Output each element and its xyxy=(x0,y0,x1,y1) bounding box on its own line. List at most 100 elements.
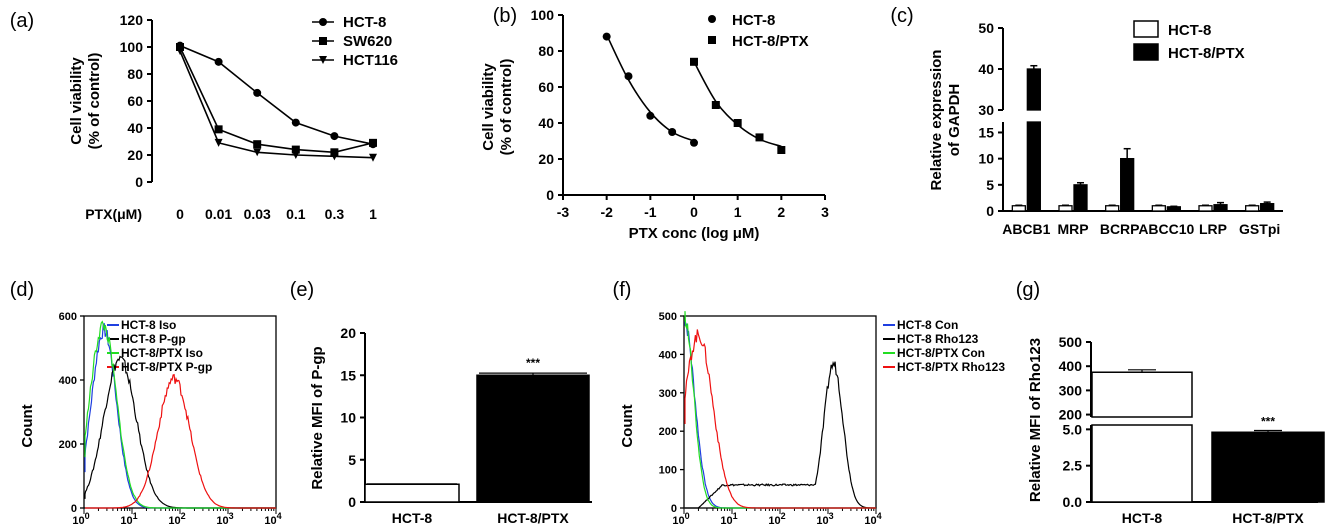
data-point-a xyxy=(253,140,262,149)
y-axis-label-b-line: (% of control) xyxy=(498,59,515,156)
legend-label-b: HCT-8/PTX xyxy=(732,33,809,50)
data-point-a xyxy=(291,145,300,154)
data-point-b xyxy=(711,101,720,109)
series-line-a xyxy=(179,46,374,154)
y-tick-label-f: 400 xyxy=(659,349,677,361)
chart-c: (c) 0 5 10 15 30 40 50 Relative expressionof GAP… xyxy=(890,5,1283,237)
x-tick-label-f: 102 xyxy=(768,511,785,527)
histogram-curve-d xyxy=(84,373,276,509)
data-point-b xyxy=(668,128,677,136)
x-tick-label-c: LRP xyxy=(1199,221,1227,237)
chart-a: (a) 0 20 40 60 80 100 120 PTX(μM) 0 0.01 0.03 0.1 0.3… xyxy=(10,10,398,222)
y-tick-label-a: 40 xyxy=(127,120,143,136)
panel-label-b: (b) xyxy=(493,5,517,27)
x-tick-exponent-d: 1 xyxy=(133,511,138,521)
legend-label-b: HCT-8 xyxy=(732,12,775,29)
chart-b: (b) 0 20 40 60 80 100 -3 -2 -1 0 1 2 3 PTX conc (log μ… xyxy=(480,5,829,242)
x-tick-label-b: -1 xyxy=(644,204,657,220)
x-tick-label-b: 3 xyxy=(821,204,829,220)
significance-label-g: *** xyxy=(1261,415,1275,429)
y-axis-label-c: Relative expressionof GAPDH xyxy=(928,50,963,191)
y-axis-label-e: Relative MFI of P-gp xyxy=(309,346,326,489)
y-axis-label-a: Cell viability(% of control) xyxy=(68,53,103,150)
data-point-a xyxy=(214,138,223,147)
legend-label-d: HCT-8/PTX Iso xyxy=(121,346,203,360)
histogram-curve-d xyxy=(84,355,276,509)
data-point-a xyxy=(214,125,223,134)
x-tick-label-g: HCT-8 xyxy=(1122,510,1163,526)
bar-e xyxy=(476,374,590,503)
x-tick-label-d: 104 xyxy=(264,511,281,527)
plot-frame-f xyxy=(683,315,877,509)
y-tick-label-a: 120 xyxy=(120,12,144,28)
legend-marker-b xyxy=(708,36,716,44)
bar-c xyxy=(1245,205,1260,212)
y-tick-label-f: 500 xyxy=(659,311,677,323)
y-tick-label-a: 80 xyxy=(127,66,143,82)
x-tick-label-e: HCT-8 xyxy=(392,510,433,526)
y-axis-label-b-line: Cell viability xyxy=(480,63,497,151)
bar-c xyxy=(1058,205,1073,212)
x-axis-label-b: PTX conc (log μM) xyxy=(629,225,760,242)
chart-e: (e) 0 5 10 15 20 Relative MFI of P-gp HCT-8 HCT-… xyxy=(290,279,592,526)
y-tick-label-a: 0 xyxy=(135,174,143,190)
legend-label-d: HCT-8 P-gp xyxy=(121,332,186,346)
data-point-b xyxy=(733,119,742,127)
legend-marker-a xyxy=(319,56,327,64)
y-tick-label-c: 50 xyxy=(978,20,994,36)
legend-label-d: HCT-8 Iso xyxy=(121,318,176,332)
y-tick-label-c: 40 xyxy=(978,61,994,77)
legend-marker-a xyxy=(319,37,327,45)
y-tick-label-c: 5 xyxy=(986,177,994,193)
y-tick-label-e: 15 xyxy=(340,367,356,383)
x-tick-exponent-d: 4 xyxy=(277,511,282,521)
y-tick-label-f: 100 xyxy=(659,465,677,477)
y-tick-label-c: 30 xyxy=(978,102,994,118)
data-point-a xyxy=(176,47,184,56)
x-axis-label-a: PTX(μM) xyxy=(85,206,142,222)
bar-c xyxy=(1166,206,1181,212)
y-tick-label-c: 15 xyxy=(978,124,994,140)
data-point-b xyxy=(690,57,698,66)
x-tick-label-b: 2 xyxy=(777,204,785,220)
y-axis-label-f-line: Count xyxy=(619,404,636,447)
x-tick-label-a: 0.01 xyxy=(205,206,232,222)
bar-c xyxy=(1213,204,1228,212)
panel-label-c: (c) xyxy=(890,5,913,27)
histogram-curve-f xyxy=(685,360,877,509)
bar-g xyxy=(1091,424,1193,503)
y-tick-label-e: 20 xyxy=(340,325,356,341)
bar-c xyxy=(1151,205,1166,212)
bar-g xyxy=(1091,371,1193,418)
data-point-b xyxy=(624,72,633,81)
x-tick-label-f: 103 xyxy=(816,511,833,527)
y-axis-label-d: Count xyxy=(19,404,36,447)
fit-curve-b xyxy=(605,34,695,142)
y-tick-label-b: 60 xyxy=(538,79,554,95)
bar-c xyxy=(1198,205,1213,212)
y-axis-label-b: Cell viability(% of control) xyxy=(480,59,515,156)
panel-label-g: (g) xyxy=(1016,279,1040,301)
bar-c xyxy=(1260,203,1275,212)
data-point-a xyxy=(330,152,339,161)
data-point-a xyxy=(176,43,184,51)
data-point-a xyxy=(291,118,300,127)
panel-label-e: (e) xyxy=(290,279,314,301)
histogram-curve-f xyxy=(684,320,876,509)
data-point-a xyxy=(330,132,339,141)
y-tick-label-f: 0 xyxy=(671,503,677,515)
y-tick-label-c: 0 xyxy=(986,203,994,219)
x-tick-label-a: 0.3 xyxy=(325,206,345,222)
x-tick-label-a: 0 xyxy=(176,206,184,222)
data-point-a xyxy=(369,153,377,162)
x-tick-label-a: 0.03 xyxy=(244,206,271,222)
y-tick-label-g: 0.0 xyxy=(1063,494,1083,510)
x-tick-label-b: 1 xyxy=(734,204,742,220)
y-tick-label-b: 80 xyxy=(538,43,554,59)
bar-g xyxy=(1211,431,1325,503)
y-tick-label-d: 200 xyxy=(59,439,77,451)
